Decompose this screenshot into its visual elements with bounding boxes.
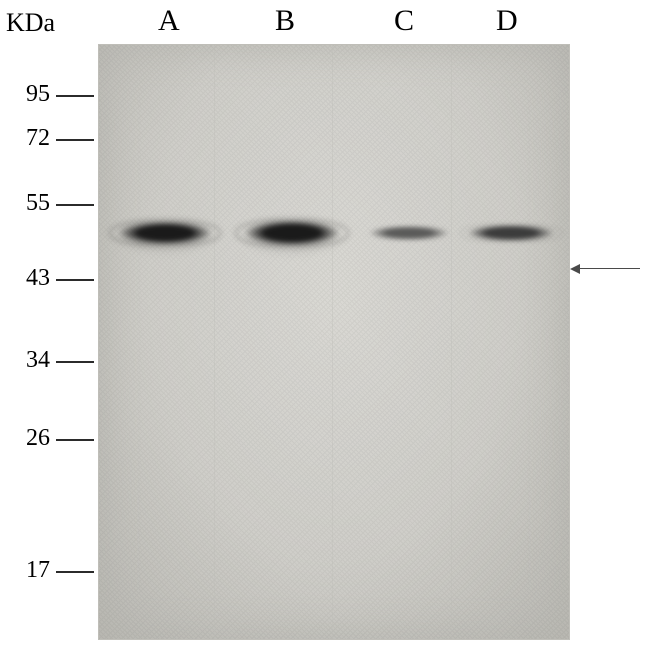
marker-label-43: 43 <box>4 265 50 292</box>
lane-label-c: C <box>394 4 414 38</box>
unit-label: KDa <box>6 8 55 38</box>
membrane-texture <box>99 45 569 639</box>
marker-label-72: 72 <box>4 125 50 152</box>
marker-label-17: 17 <box>4 557 50 584</box>
marker-label-95: 95 <box>4 81 50 108</box>
band-lane-b <box>237 221 347 245</box>
marker-label-55: 55 <box>4 190 50 217</box>
marker-tick-72 <box>56 139 94 141</box>
lane-label-b: B <box>275 4 295 38</box>
lane-label-a: A <box>158 4 180 38</box>
marker-label-34: 34 <box>4 347 50 374</box>
marker-tick-95 <box>56 95 94 97</box>
band-indicator-arrow-shaft <box>580 268 640 269</box>
marker-label-26: 26 <box>4 425 50 452</box>
marker-tick-26 <box>56 439 94 441</box>
blot-membrane <box>98 44 570 640</box>
band-lane-a <box>111 222 219 244</box>
western-blot-figure: { "unit_label": "KDa", "unit_label_fonts… <box>0 0 650 650</box>
band-lane-d <box>461 225 561 241</box>
marker-tick-17 <box>56 571 94 573</box>
marker-tick-43 <box>56 279 94 281</box>
marker-tick-34 <box>56 361 94 363</box>
lane-label-d: D <box>496 4 518 38</box>
lane-separator-2 <box>332 45 333 639</box>
band-lane-c <box>363 226 455 240</box>
lane-separator-3 <box>451 45 452 639</box>
lane-separator-1 <box>214 45 215 639</box>
marker-tick-55 <box>56 204 94 206</box>
band-indicator-arrow-head <box>570 264 580 274</box>
